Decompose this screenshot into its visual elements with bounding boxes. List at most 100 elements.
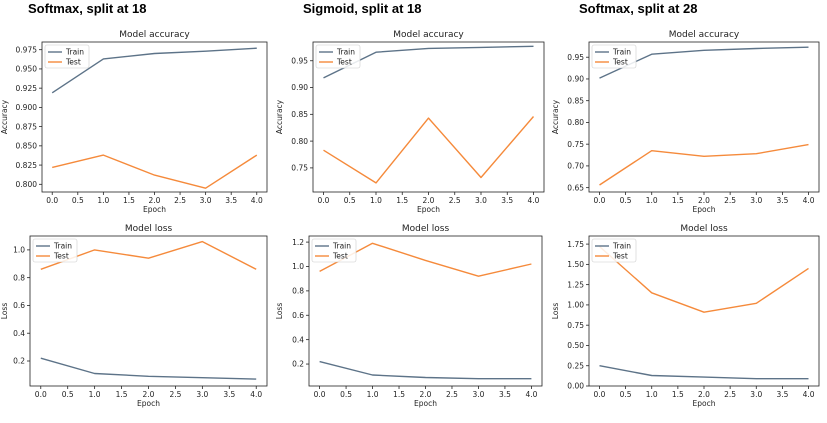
y-tick-label: 0.950 [16,65,38,74]
x-tick-label: 4.0 [250,390,262,399]
chart-title: Model loss [402,224,450,234]
y-tick-label: 0.65 [567,183,584,192]
y-tick-label: 0.90 [567,75,584,84]
y-tick-label: 1.00 [567,301,584,310]
legend-label: Train [612,242,631,251]
y-tick-label: 0.2 [13,357,25,366]
series-line-train [319,360,532,380]
y-axis-label: Loss [275,303,284,320]
y-tick-label: 0.800 [16,180,38,189]
y-tick-label: 0.4 [292,335,304,344]
y-tick-label: 0.50 [567,341,584,350]
chart-title: Model loss [680,224,728,234]
series-line-train [51,47,257,94]
y-axis-label: Loss [551,303,560,320]
legend-label: Train [336,48,355,57]
legend-label: Train [65,48,84,57]
y-tick-label: 1.2 [292,238,304,247]
x-tick-label: 3.0 [750,390,762,399]
x-tick-label: 2.5 [174,196,186,205]
x-tick-label: 2.5 [169,390,181,399]
legend-label: Test [612,58,628,67]
x-tick-label: 2.5 [724,390,736,399]
x-tick-label: 2.0 [423,196,435,205]
column-title-3: Softmax, split at 28 [579,1,698,16]
y-tick-label: 0.925 [16,84,38,93]
x-tick-label: 1.5 [396,196,408,205]
x-tick-label: 3.5 [223,390,235,399]
y-tick-label: 0.8 [292,287,304,296]
x-tick-label: 3.5 [499,390,511,399]
y-tick-label: 0.6 [13,301,25,310]
x-tick-label: 1.5 [123,196,135,205]
x-tick-label: 3.0 [200,196,212,205]
series-line-test [323,116,535,184]
x-tick-label: 0.0 [593,196,605,205]
y-tick-label: 0.850 [16,142,38,151]
x-tick-label: 1.0 [646,196,658,205]
y-tick-label: 1.50 [567,260,584,269]
x-tick-label: 1.5 [672,390,684,399]
y-tick-label: 0.975 [16,45,38,54]
x-tick-label: 1.0 [646,390,658,399]
y-tick-label: 0.85 [567,96,584,105]
x-tick-label: 4.0 [528,196,540,205]
axes-frame [29,235,268,387]
legend-label: Test [65,58,81,67]
column-title-2: Sigmoid, split at 18 [303,1,422,16]
series-line-train [599,365,809,380]
y-tick-label: 0.6 [292,311,304,320]
y-tick-label: 0.00 [567,382,584,391]
y-tick-label: 1.0 [13,246,25,255]
x-tick-label: 1.0 [367,390,379,399]
y-tick-label: 1.0 [292,262,304,271]
x-tick-label: 0.0 [593,390,605,399]
y-tick-label: 0.70 [567,162,584,171]
x-tick-label: 1.0 [370,196,382,205]
axes-frame [312,41,545,193]
x-tick-label: 2.0 [143,390,155,399]
y-axis-label: Accuracy [275,99,284,134]
chart-title: Model accuracy [393,30,464,40]
x-tick-label: 3.0 [472,390,484,399]
x-tick-label: 2.5 [446,390,458,399]
x-tick-label: 0.0 [318,196,330,205]
y-tick-label: 0.95 [291,56,308,65]
chart-title: Model loss [125,224,173,234]
x-tick-label: 4.0 [803,196,815,205]
axes-frame [588,41,820,193]
x-tick-label: 3.5 [225,196,237,205]
x-tick-label: 0.5 [620,390,632,399]
axes-frame [41,41,268,193]
x-tick-label: 0.0 [35,390,47,399]
x-tick-label: 1.0 [97,196,109,205]
y-axis-label: Loss [0,303,9,320]
x-tick-label: 3.5 [501,196,513,205]
x-axis-label: Epoch [143,205,166,214]
chart-title: Model accuracy [669,30,740,40]
x-tick-label: 1.5 [393,390,405,399]
x-tick-label: 2.0 [698,390,710,399]
y-axis-label: Accuracy [551,99,560,134]
x-axis-label: Epoch [137,399,160,408]
legend-label: Test [336,58,352,67]
chart-softmax28-accuracy: Model accuracy 0.0 0.5 1.0 1.5 2.0 2.5 3.0 3.5 4.… [551,30,820,214]
x-tick-label: 1.0 [89,390,101,399]
y-tick-label: 0.90 [291,83,308,92]
y-tick-label: 1.25 [567,280,584,289]
legend-label: Test [332,252,348,261]
x-tick-label: 3.5 [776,390,788,399]
x-tick-label: 0.0 [314,390,326,399]
x-tick-label: 0.5 [62,390,74,399]
x-tick-label: 3.5 [776,196,788,205]
x-tick-label: 1.5 [672,196,684,205]
x-axis-label: Epoch [693,399,716,408]
chart-sigmoid18-accuracy: Model accuracy 0.0 0.5 1.0 1.5 2.0 2.5 3.0 3.5 4.… [275,30,545,214]
y-tick-label: 1.75 [567,240,584,249]
x-tick-label: 0.5 [340,390,352,399]
axes-frame [308,235,543,387]
x-axis-label: Epoch [414,399,437,408]
chart-softmax28-loss: Model loss 0.0 0.5 1.0 1.5 2.0 2.5 3.0 3.5 4.0 0.0… [551,224,820,408]
y-tick-label: 0.2 [292,360,304,369]
y-tick-label: 0.75 [567,140,584,149]
